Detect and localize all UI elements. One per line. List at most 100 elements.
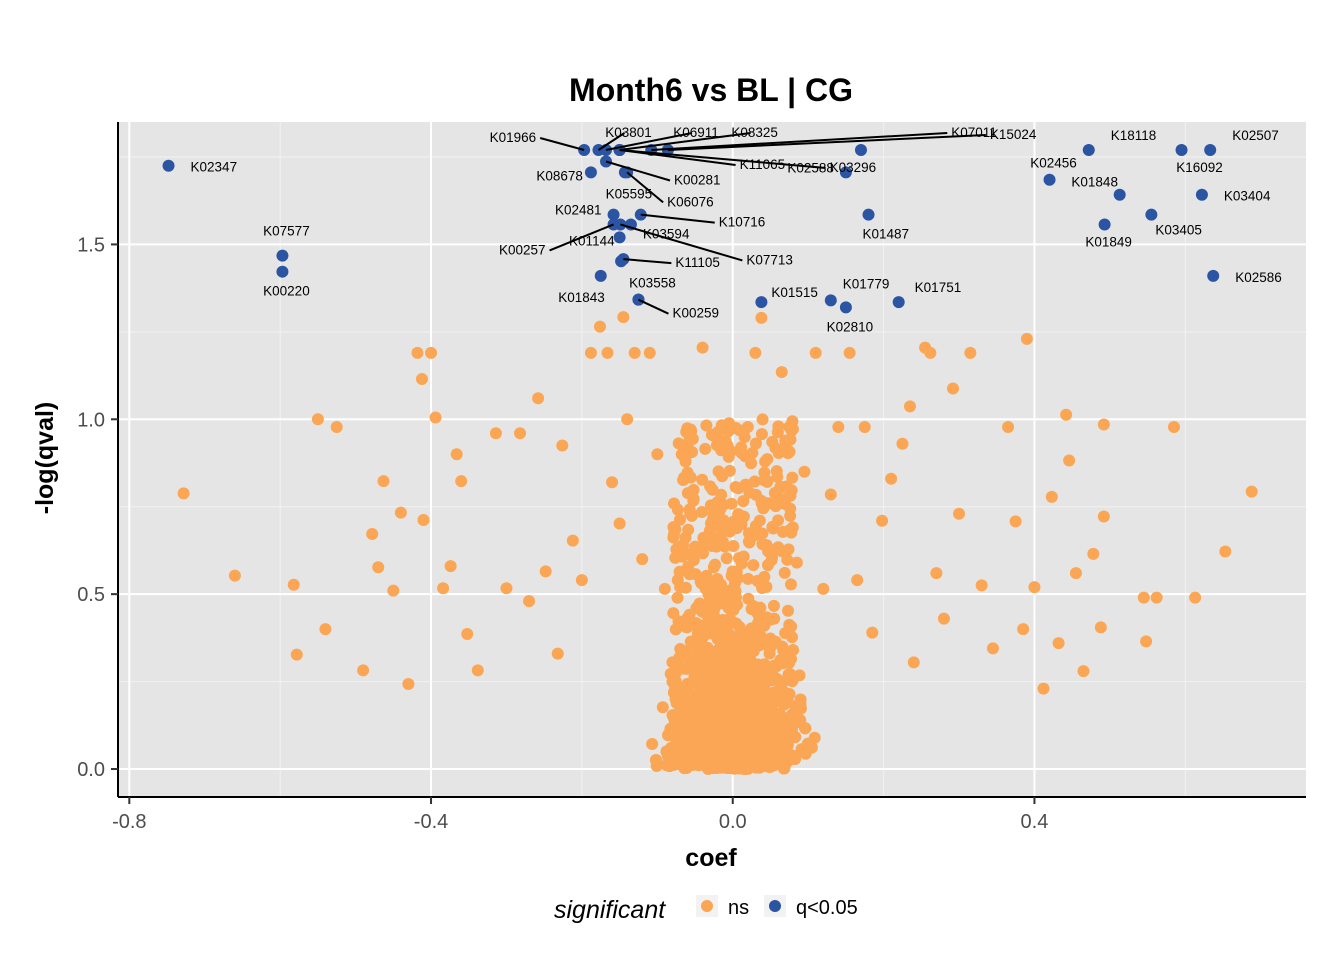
- ns-point: [851, 574, 864, 587]
- ns-point: [706, 483, 719, 496]
- ns-point: [782, 668, 795, 681]
- ns-point: [667, 758, 680, 771]
- ns-point: [670, 543, 683, 556]
- sig-point: [615, 255, 628, 268]
- sig-point: [839, 166, 852, 179]
- ns-point: [680, 426, 693, 439]
- ns-point: [724, 584, 737, 597]
- ns-point: [715, 704, 728, 717]
- point-label: K03801: [605, 125, 652, 140]
- ns-point: [714, 729, 727, 742]
- sig-point: [607, 208, 620, 221]
- x-tick-label: -0.8: [112, 811, 146, 833]
- ns-point: [1137, 591, 1150, 604]
- ns-point: [782, 604, 795, 617]
- ns-point: [682, 653, 695, 666]
- ns-point: [702, 671, 715, 684]
- legend-ns-marker: [701, 900, 713, 912]
- ns-point: [417, 514, 430, 527]
- ns-point: [896, 437, 909, 450]
- sig-point: [1204, 143, 1217, 156]
- point-label: K01849: [1085, 234, 1132, 249]
- ns-point: [697, 749, 710, 762]
- legend: significant ns q<0.05: [554, 895, 858, 924]
- y-axis-title: -log(qval): [31, 402, 59, 515]
- leader-line: [605, 131, 693, 151]
- point-label: K02347: [191, 160, 238, 175]
- ns-point: [411, 346, 424, 359]
- ns-point: [720, 686, 733, 699]
- ns-point: [755, 497, 768, 510]
- ns-point: [717, 514, 730, 527]
- x-axis-title: coef: [685, 844, 737, 872]
- ns-point: [716, 470, 729, 483]
- ns-point: [730, 522, 743, 535]
- ns-point: [758, 570, 771, 583]
- x-tick-label: -0.4: [414, 811, 448, 833]
- ns-point: [749, 437, 762, 450]
- point-label: K01751: [915, 280, 962, 295]
- ns-point: [1037, 682, 1050, 695]
- ns-point: [738, 431, 751, 444]
- ns-point: [680, 761, 693, 774]
- ns-point: [532, 392, 545, 405]
- ns-point: [737, 495, 750, 508]
- ns-point: [714, 530, 727, 543]
- ns-point: [715, 752, 728, 765]
- ns-point: [904, 400, 916, 413]
- ns-point: [784, 502, 797, 515]
- ns-point: [636, 553, 649, 566]
- ns-point: [774, 675, 787, 688]
- ns-point: [1245, 485, 1258, 498]
- ns-point: [744, 624, 757, 637]
- ns-point: [1189, 591, 1202, 604]
- ns-point: [311, 413, 324, 426]
- ns-point: [784, 578, 797, 591]
- point-label: K00259: [672, 306, 719, 321]
- ns-point: [330, 420, 343, 433]
- ns-point: [975, 579, 988, 592]
- ns-point: [749, 346, 762, 359]
- ns-point: [471, 664, 484, 677]
- point-label: K01966: [490, 130, 537, 145]
- x-tick-label: 0.4: [1021, 811, 1049, 833]
- ns-point: [756, 413, 769, 426]
- ns-point: [617, 311, 630, 324]
- sig-point: [1207, 269, 1220, 282]
- ns-point: [704, 588, 717, 601]
- ns-point: [748, 475, 761, 488]
- ns-point: [761, 475, 774, 488]
- ns-point: [1150, 591, 1163, 604]
- point-label: K03594: [643, 226, 690, 241]
- leader-line: [626, 171, 664, 204]
- ns-point: [489, 427, 502, 440]
- ns-point: [1069, 567, 1082, 580]
- sig-point: [1043, 173, 1056, 186]
- ns-point: [1052, 637, 1065, 650]
- ns-point: [687, 727, 700, 740]
- ns-point: [776, 732, 789, 745]
- ns-point: [674, 643, 687, 656]
- ns-point: [606, 476, 619, 489]
- ns-point: [719, 597, 732, 610]
- ns-point: [691, 650, 704, 663]
- ns-point: [287, 578, 300, 591]
- ns-point: [930, 567, 943, 580]
- ns-point: [786, 471, 799, 484]
- sig-point: [1175, 143, 1188, 156]
- ns-point: [1140, 635, 1153, 648]
- ns-point: [697, 732, 710, 745]
- sig-point: [1113, 188, 1126, 201]
- ns-point: [1094, 621, 1107, 634]
- ns-point: [742, 572, 755, 585]
- ns-point: [708, 558, 721, 571]
- ns-point: [747, 636, 760, 649]
- ns-point: [1045, 490, 1058, 503]
- point-label: K00281: [674, 173, 721, 188]
- ns-point: [793, 669, 806, 682]
- ns-point: [779, 434, 792, 447]
- ns-point: [775, 366, 788, 379]
- ns-point: [1009, 515, 1022, 528]
- ns-point: [1097, 510, 1110, 523]
